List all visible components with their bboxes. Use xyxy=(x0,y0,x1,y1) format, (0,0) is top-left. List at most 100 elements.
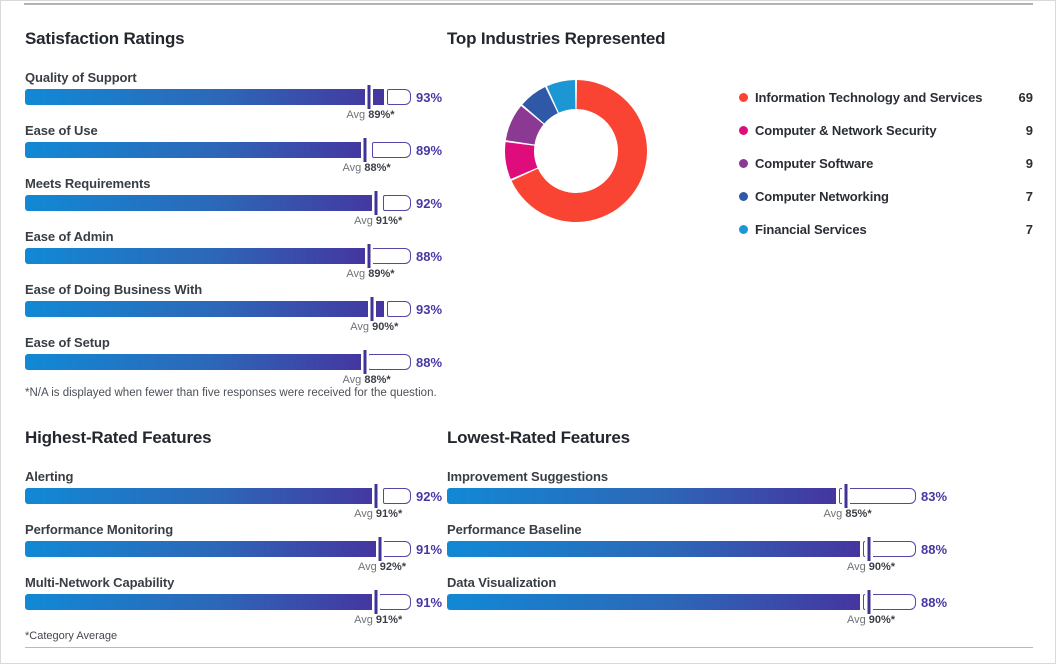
bar-item: Ease of Use 89% Avg 88%* xyxy=(25,123,442,175)
bar-item: Ease of Doing Business With 93% Avg 90%* xyxy=(25,282,442,334)
bar-average-row: Avg 91%* xyxy=(25,508,411,521)
bar-label: Ease of Admin xyxy=(25,229,114,244)
bar-average-row: Avg 85%* xyxy=(447,508,916,521)
bar-value-label: 88% xyxy=(416,354,443,370)
bar-item: Data Visualization 88% Avg 90%* xyxy=(447,575,947,627)
bar-remainder xyxy=(371,142,411,158)
average-value: 88%* xyxy=(364,162,391,174)
bar-value-label: 93% xyxy=(416,301,443,317)
bar-remainder xyxy=(383,195,411,211)
average-value: 90%* xyxy=(868,561,896,573)
bar-fill xyxy=(25,488,381,504)
bar-track xyxy=(25,537,411,561)
average-tick xyxy=(844,484,848,508)
bar-row: 92% xyxy=(25,191,443,215)
bar-label: Improvement Suggestions xyxy=(447,469,608,484)
section-title-satisfaction: Satisfaction Ratings xyxy=(25,29,185,48)
bar-value-label: 88% xyxy=(416,248,443,264)
bar-average-row: Avg 90%* xyxy=(447,614,916,627)
average-label: Avg 91%* xyxy=(354,215,403,227)
donut-segment xyxy=(504,142,538,180)
bar-remainder xyxy=(383,488,411,504)
bar-item: Improvement Suggestions 83% Avg 85%* xyxy=(447,469,947,521)
average-value: 91%* xyxy=(375,508,403,520)
legend-color-dot xyxy=(739,192,748,201)
section-title-highest-rated: Highest-Rated Features xyxy=(25,428,212,447)
section-title-industries: Top Industries Represented xyxy=(447,29,666,48)
donut-segment xyxy=(505,106,544,145)
bar-remainder xyxy=(839,488,916,504)
average-value: 89%* xyxy=(368,268,395,280)
bar-average-row: Avg 88%* xyxy=(25,162,411,175)
bar-row: 88% xyxy=(447,590,947,614)
bar-fill xyxy=(25,594,377,610)
average-value: 92%* xyxy=(379,561,407,573)
lowest-rated-features-chart: Improvement Suggestions 83% Avg 85%* Perfor… xyxy=(447,469,947,628)
bar-track xyxy=(25,590,411,614)
average-tick xyxy=(363,138,367,162)
bar-value-label: 92% xyxy=(416,488,443,504)
legend-color-dot xyxy=(739,225,748,234)
average-label: Avg 90%* xyxy=(846,614,896,626)
satisfaction-ratings-chart: Quality of Support 93% Avg 89%* Ease of Use… xyxy=(25,70,442,388)
bar-remainder xyxy=(386,301,411,317)
highest-rated-features-chart: Alerting 92% Avg 91%* Performance Monitorin… xyxy=(25,469,442,628)
bar-value-label: 92% xyxy=(416,195,443,211)
legend-label: Financial Services xyxy=(755,222,867,237)
bar-average-row: Avg 91%* xyxy=(25,215,411,228)
bar-remainder xyxy=(862,594,916,610)
average-value: 90%* xyxy=(868,614,896,626)
legend-item: Information Technology and Services 69 xyxy=(739,81,1033,114)
bar-remainder xyxy=(862,541,916,557)
bar-row: 92% xyxy=(25,484,443,508)
bar-row: 91% xyxy=(25,537,442,561)
bar-fill xyxy=(25,89,384,105)
bar-remainder xyxy=(379,541,411,557)
average-tick xyxy=(370,297,374,321)
average-tick xyxy=(367,85,371,109)
bar-fill xyxy=(447,594,860,610)
legend-item: Financial Services 7 xyxy=(739,213,1033,246)
bar-average-row: Avg 90%* xyxy=(25,321,411,334)
average-tick xyxy=(867,537,871,561)
bar-item: Ease of Setup 88% Avg 88%* xyxy=(25,335,442,387)
average-label: Avg 88%* xyxy=(342,374,391,386)
bar-fill xyxy=(25,142,369,158)
bar-label: Ease of Doing Business With xyxy=(25,282,203,297)
bar-fill xyxy=(25,248,365,264)
average-label: Avg 85%* xyxy=(823,508,872,520)
average-value: 90%* xyxy=(372,321,399,333)
bar-label: Quality of Support xyxy=(25,70,137,85)
bar-track xyxy=(25,244,411,268)
bar-remainder xyxy=(367,248,411,264)
average-tick xyxy=(374,590,378,614)
bar-item: Meets Requirements 92% Avg 91%* xyxy=(25,176,442,228)
donut-segment xyxy=(522,87,558,124)
legend-value: 7 xyxy=(1025,222,1033,237)
average-tick xyxy=(867,590,871,614)
bar-track xyxy=(25,484,411,508)
bar-track xyxy=(25,191,411,215)
average-label: Avg 89%* xyxy=(346,109,395,121)
legend-value: 9 xyxy=(1025,123,1033,138)
legend-label: Information Technology and Services xyxy=(755,90,983,105)
bar-value-label: 89% xyxy=(416,142,443,158)
average-value: 85%* xyxy=(845,508,872,520)
donut-segment xyxy=(546,80,576,113)
satisfaction-footnote: *N/A is displayed when fewer than five r… xyxy=(25,387,437,399)
bar-fill xyxy=(25,541,377,557)
bar-average-row: Avg 89%* xyxy=(25,109,411,122)
average-value: 91%* xyxy=(375,215,403,227)
bar-row: 83% xyxy=(447,484,947,508)
bar-item: Performance Baseline 88% Avg 90%* xyxy=(447,522,947,574)
legend-color-dot xyxy=(739,93,748,102)
average-label: Avg 92%* xyxy=(357,561,407,573)
bar-track xyxy=(25,85,411,109)
bar-value-label: 93% xyxy=(416,89,443,105)
average-tick xyxy=(378,537,382,561)
bar-label: Multi-Network Capability xyxy=(25,575,175,590)
bar-row: 93% xyxy=(25,297,443,321)
legend-item: Computer Networking 7 xyxy=(739,180,1033,213)
bar-average-row: Avg 88%* xyxy=(25,374,411,387)
